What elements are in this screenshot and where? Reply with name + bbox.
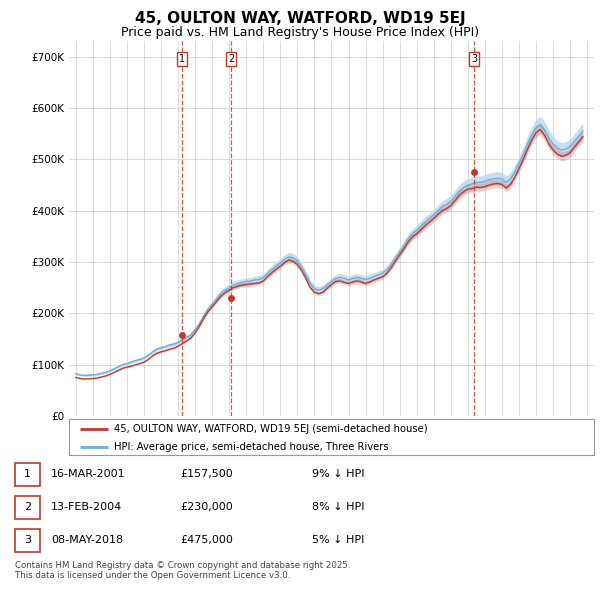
Text: 13-FEB-2004: 13-FEB-2004 bbox=[51, 503, 122, 512]
Text: 5% ↓ HPI: 5% ↓ HPI bbox=[312, 536, 364, 545]
Text: 3: 3 bbox=[24, 536, 31, 545]
Text: £157,500: £157,500 bbox=[180, 470, 233, 479]
Text: Contains HM Land Registry data © Crown copyright and database right 2025.
This d: Contains HM Land Registry data © Crown c… bbox=[15, 560, 350, 580]
Text: 16-MAR-2001: 16-MAR-2001 bbox=[51, 470, 125, 479]
Text: 8% ↓ HPI: 8% ↓ HPI bbox=[312, 503, 365, 512]
Text: 1: 1 bbox=[24, 470, 31, 479]
Text: HPI: Average price, semi-detached house, Three Rivers: HPI: Average price, semi-detached house,… bbox=[113, 442, 388, 453]
FancyBboxPatch shape bbox=[69, 419, 594, 455]
Text: 2: 2 bbox=[228, 54, 235, 64]
Text: 9% ↓ HPI: 9% ↓ HPI bbox=[312, 470, 365, 479]
FancyBboxPatch shape bbox=[15, 463, 40, 486]
Text: 08-MAY-2018: 08-MAY-2018 bbox=[51, 536, 123, 545]
Text: £475,000: £475,000 bbox=[180, 536, 233, 545]
Text: Price paid vs. HM Land Registry's House Price Index (HPI): Price paid vs. HM Land Registry's House … bbox=[121, 26, 479, 39]
Text: 2: 2 bbox=[24, 503, 31, 512]
Text: 45, OULTON WAY, WATFORD, WD19 5EJ: 45, OULTON WAY, WATFORD, WD19 5EJ bbox=[134, 11, 466, 27]
Text: £230,000: £230,000 bbox=[180, 503, 233, 512]
Text: 3: 3 bbox=[471, 54, 477, 64]
FancyBboxPatch shape bbox=[15, 529, 40, 552]
Text: 45, OULTON WAY, WATFORD, WD19 5EJ (semi-detached house): 45, OULTON WAY, WATFORD, WD19 5EJ (semi-… bbox=[113, 424, 427, 434]
Text: 1: 1 bbox=[179, 54, 185, 64]
FancyBboxPatch shape bbox=[15, 496, 40, 519]
